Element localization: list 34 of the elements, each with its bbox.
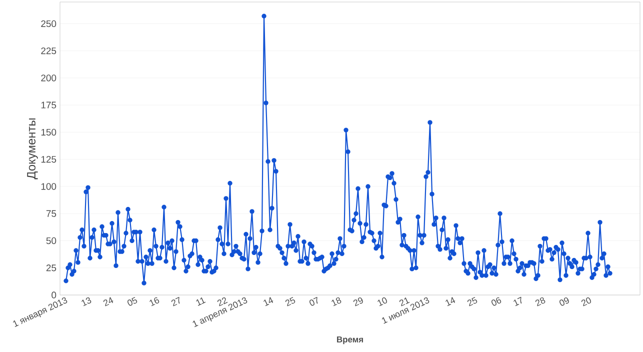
- y-tick-label: 175: [41, 102, 56, 108]
- y-tick-label: 150: [41, 128, 56, 136]
- x-tick-label: 13: [82, 297, 92, 306]
- x-tick-label: 21: [399, 298, 410, 306]
- y-tick-label: 75: [46, 210, 56, 217]
- y-tick-label: 250: [41, 20, 56, 28]
- x-axis-title: Время: [337, 336, 363, 344]
- y-tick-label: 25: [46, 264, 56, 272]
- x-tick-label: 27: [171, 296, 180, 306]
- x-tick-label: 29: [353, 297, 363, 306]
- y-axis-title: Документы: [27, 118, 38, 180]
- x-tick-label: 17: [514, 296, 522, 306]
- x-tick-label: 16: [150, 297, 160, 306]
- x-tick-label: 20: [581, 297, 591, 306]
- y-tick-label: 100: [41, 183, 56, 190]
- y-tick-label: 50: [46, 237, 56, 244]
- x-tick-label: 28: [535, 297, 546, 306]
- x-tick-label: 25: [285, 296, 296, 306]
- y-tick-label: 125: [41, 156, 56, 163]
- x-tick-label: 10: [378, 297, 387, 306]
- x-tick-label: 09: [559, 297, 569, 306]
- x-tick-label: 25: [467, 296, 478, 306]
- x-tick-label: 11: [196, 297, 206, 306]
- x-tick-label: 05: [127, 296, 138, 306]
- y-tick-label: 200: [41, 74, 56, 82]
- y-tick-label: 0: [52, 292, 56, 298]
- x-tick-label: 07: [309, 296, 318, 306]
- x-tick-label: 24: [103, 297, 114, 306]
- x-tick-label: 22: [217, 297, 228, 306]
- x-tick-label: 18: [332, 297, 342, 306]
- x-tick-label: 14: [446, 297, 456, 306]
- x-tick-label: 06: [491, 297, 502, 306]
- y-tick-label: 225: [41, 47, 56, 54]
- x-tick-label: 14: [264, 297, 274, 306]
